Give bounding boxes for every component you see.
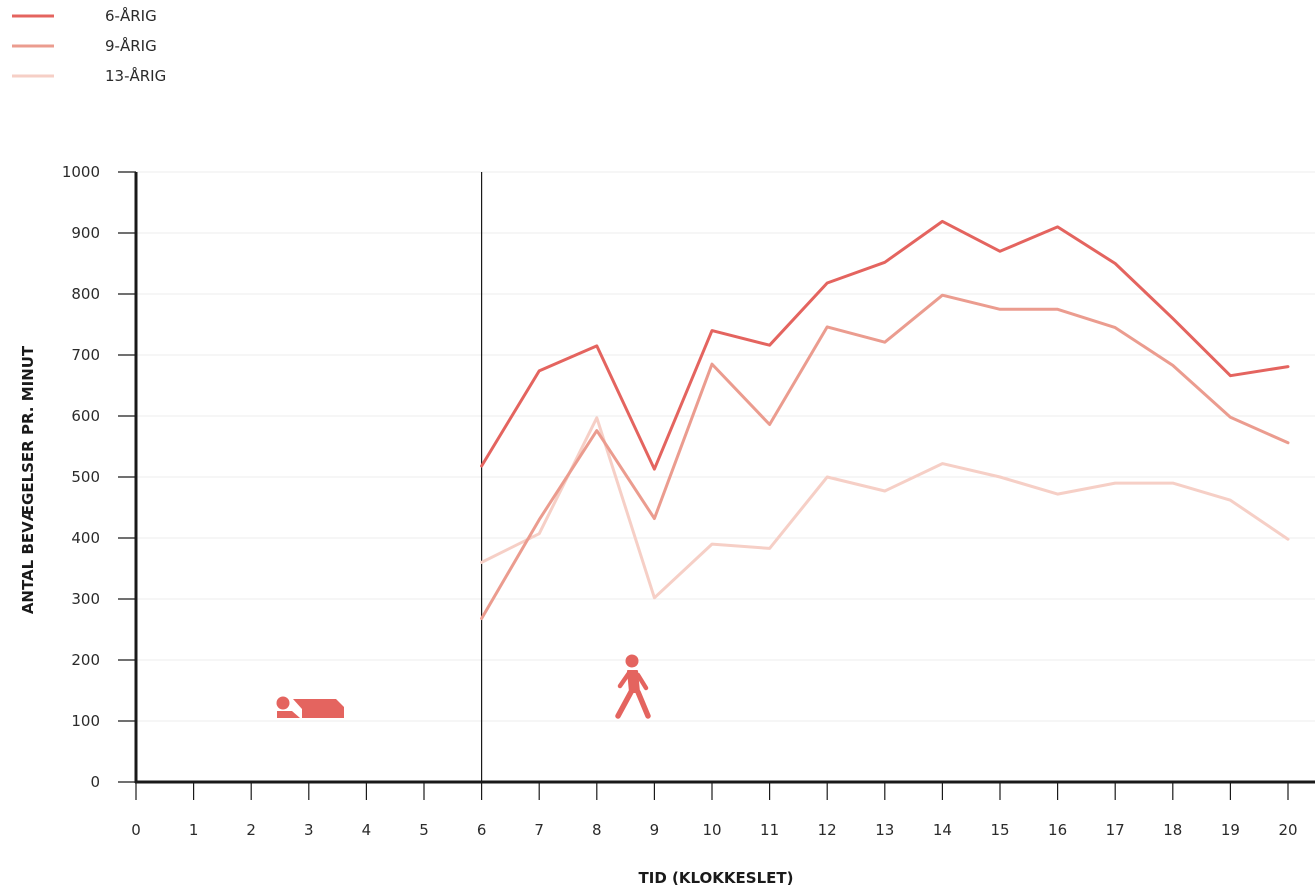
y-tick-label: 700	[71, 346, 100, 364]
legend: 6-ÅRIG 9-ÅRIG 13-ÅRIG	[12, 6, 166, 85]
x-tick-label: 15	[990, 821, 1009, 839]
x-tick-label: 12	[818, 821, 837, 839]
y-tick-label: 100	[71, 712, 100, 730]
y-tick-label: 300	[71, 590, 100, 608]
legend-label: 9-ÅRIG	[105, 36, 157, 55]
series-lines	[480, 219, 1290, 620]
x-tick-label: 6	[477, 821, 487, 839]
x-tick-label: 4	[362, 821, 372, 839]
x-axis: 0 1 2 3 4 5 6 7 8 9 10 11 12 13 14 15 16 17 18 19 20	[131, 172, 1315, 839]
x-tick-label: 8	[592, 821, 602, 839]
x-tick-label: 14	[933, 821, 952, 839]
y-tick-label: 200	[71, 651, 100, 669]
x-tick-label: 11	[760, 821, 779, 839]
walking-person-icon	[615, 654, 651, 719]
series-line	[480, 219, 1290, 471]
y-tick-label: 0	[90, 773, 100, 791]
x-tick-label: 10	[702, 821, 721, 839]
x-tick-label: 17	[1106, 821, 1125, 839]
y-tick-label: 800	[71, 285, 100, 303]
x-axis-title: TID (KLOKKESLET)	[639, 869, 794, 887]
y-axis-title: ANTAL BEVÆGELSER PR. MINUT	[19, 345, 37, 614]
x-tick-label: 3	[304, 821, 314, 839]
x-tick-label: 0	[131, 821, 141, 839]
x-tick-label: 5	[419, 821, 429, 839]
x-tick-label: 18	[1163, 821, 1182, 839]
y-tick-label: 600	[71, 407, 100, 425]
x-tick-label: 1	[189, 821, 199, 839]
grid-lines	[136, 171, 1315, 722]
x-tick-label: 2	[246, 821, 256, 839]
y-axis: 0 100 200 300 400 500 600 700 800 900 1000	[62, 163, 138, 791]
sleeping-person-icon	[276, 696, 344, 718]
legend-label: 13-ÅRIG	[105, 66, 166, 85]
x-tick-label: 16	[1048, 821, 1067, 839]
x-tick-label: 9	[650, 821, 660, 839]
y-tick-label: 900	[71, 224, 100, 242]
x-tick-label: 13	[875, 821, 894, 839]
series-line	[480, 293, 1290, 620]
y-tick-label: 1000	[62, 163, 100, 181]
series-line	[480, 416, 1290, 600]
x-tick-label: 19	[1221, 821, 1240, 839]
y-tick-label: 500	[71, 468, 100, 486]
y-tick-label: 400	[71, 529, 100, 547]
legend-label: 6-ÅRIG	[105, 6, 157, 25]
x-tick-label: 7	[534, 821, 544, 839]
x-tick-label: 20	[1278, 821, 1297, 839]
